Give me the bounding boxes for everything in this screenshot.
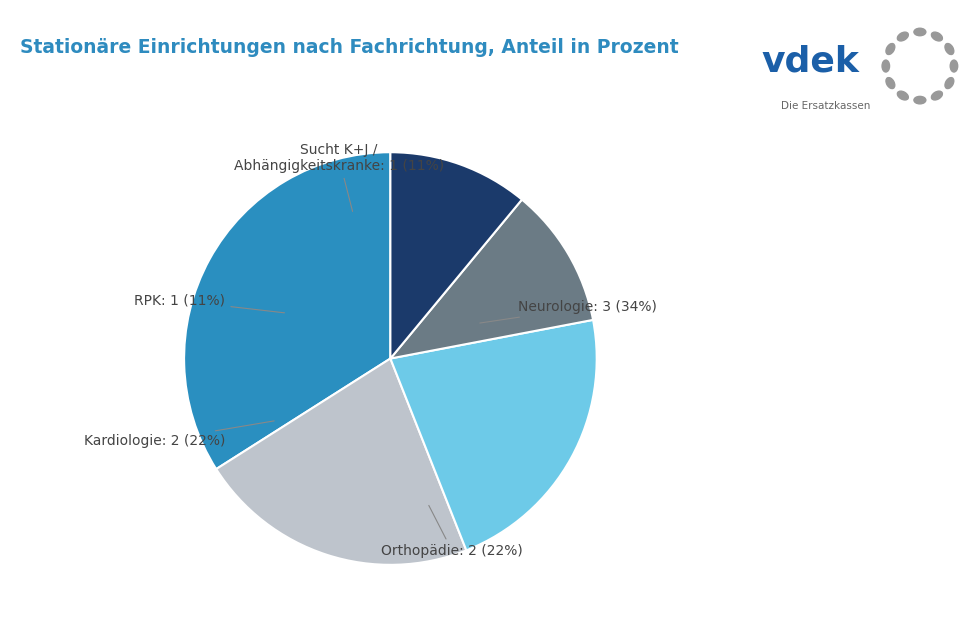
Ellipse shape bbox=[897, 32, 909, 41]
Ellipse shape bbox=[886, 43, 895, 55]
Ellipse shape bbox=[951, 60, 957, 72]
Ellipse shape bbox=[914, 28, 926, 36]
Text: Die Ersatzkassen: Die Ersatzkassen bbox=[781, 101, 871, 111]
Text: Kardiologie: 2 (22%): Kardiologie: 2 (22%) bbox=[84, 421, 274, 448]
Ellipse shape bbox=[886, 77, 895, 89]
Ellipse shape bbox=[914, 96, 926, 104]
Ellipse shape bbox=[945, 77, 954, 89]
Ellipse shape bbox=[931, 32, 943, 41]
Text: vdek: vdek bbox=[761, 44, 859, 78]
Text: Sucht K+J /
Abhängigkeitskranke: 1 (11%): Sucht K+J / Abhängigkeitskranke: 1 (11%) bbox=[234, 143, 444, 211]
Text: Neurologie: 3 (34%): Neurologie: 3 (34%) bbox=[480, 300, 657, 323]
Wedge shape bbox=[390, 320, 596, 550]
Ellipse shape bbox=[931, 91, 943, 100]
Wedge shape bbox=[390, 199, 593, 359]
Ellipse shape bbox=[882, 60, 889, 72]
Text: Stationäre Einrichtungen nach Fachrichtung, Anteil in Prozent: Stationäre Einrichtungen nach Fachrichtu… bbox=[20, 38, 678, 57]
Ellipse shape bbox=[897, 91, 909, 100]
Wedge shape bbox=[184, 152, 390, 469]
Wedge shape bbox=[390, 152, 522, 359]
Text: RPK: 1 (11%): RPK: 1 (11%) bbox=[135, 294, 284, 313]
Text: Orthopädie: 2 (22%): Orthopädie: 2 (22%) bbox=[382, 506, 523, 558]
Ellipse shape bbox=[945, 43, 954, 55]
Wedge shape bbox=[217, 359, 467, 565]
